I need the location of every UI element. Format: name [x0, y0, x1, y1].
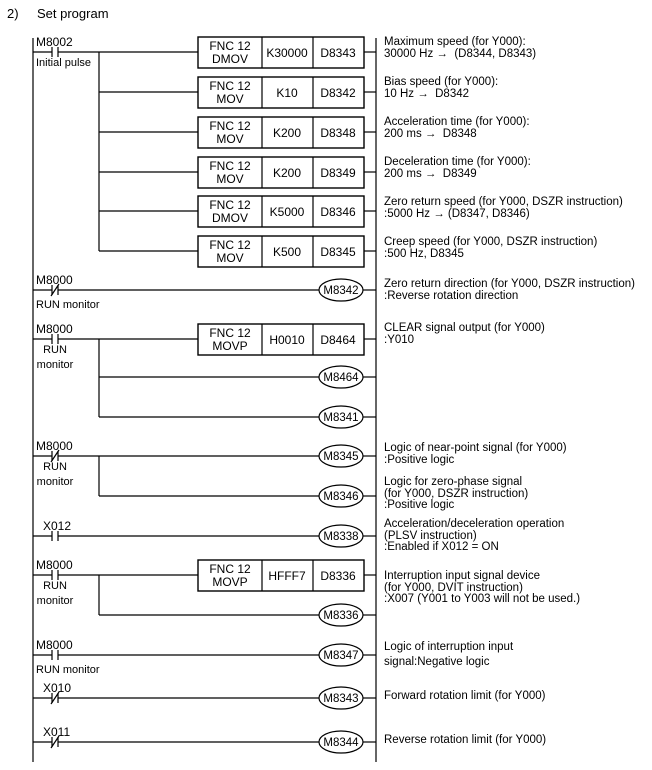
- destination-operand: D8349: [320, 166, 356, 180]
- instruction-mnemonic: DMOV: [212, 52, 248, 66]
- coil-device-label: M8346: [323, 491, 358, 503]
- rung-description: Reverse rotation limit (for Y000): [384, 734, 547, 746]
- source-operand: K200: [273, 126, 301, 140]
- destination-operand: D8336: [320, 569, 356, 583]
- source-operand: K200: [273, 166, 301, 180]
- rung-description: Bias speed (for Y000): 10 Hz → D8342: [384, 76, 499, 100]
- coil-device-label: M8342: [323, 285, 358, 297]
- normally-closed-slash: [50, 735, 60, 749]
- destination-operand: D8464: [320, 333, 356, 347]
- instruction-mnemonic: MOV: [216, 172, 243, 186]
- destination-operand: D8343: [320, 46, 356, 60]
- rung-description: Creep speed (for Y000, DSZR instruction)…: [384, 236, 598, 260]
- rung-description: Forward rotation limit (for Y000): [384, 690, 546, 702]
- contact-device-label: M8000: [36, 273, 73, 287]
- destination-operand: D8342: [320, 86, 356, 100]
- contact-comment: RUN monitor: [36, 664, 100, 676]
- contact-device-label: X010: [43, 681, 71, 695]
- coil-device-label: M8336: [323, 610, 358, 622]
- rung-description: Maximum speed (for Y000): 30000 Hz → (D8…: [384, 36, 537, 60]
- destination-operand: D8345: [320, 245, 356, 259]
- contact-device-label: M8000: [36, 558, 73, 572]
- coil-device-label: M8345: [323, 451, 358, 463]
- instruction-mnemonic: DMOV: [212, 211, 248, 225]
- instruction-fnc: FNC 12: [209, 238, 251, 252]
- normally-closed-slash: [50, 449, 60, 463]
- contact-comment: RUN: [43, 461, 67, 473]
- contact-device-label: M8000: [36, 638, 73, 652]
- coil-device-label: M8338: [323, 531, 358, 543]
- contact-device-label: X011: [43, 725, 70, 739]
- rung-description: Zero return speed (for Y000, DSZR instru…: [384, 196, 623, 220]
- contact-device-label: M8002: [36, 35, 73, 49]
- normally-closed-slash: [50, 283, 60, 297]
- contact-comment: RUN: [43, 344, 67, 356]
- instruction-mnemonic: MOV: [216, 92, 243, 106]
- instruction-fnc: FNC 12: [209, 159, 251, 173]
- destination-operand: D8348: [320, 126, 356, 140]
- instruction-box: [197, 235, 365, 268]
- instruction-fnc: FNC 12: [209, 39, 251, 53]
- rung-description: Logic of near-point signal (for Y000) :P…: [384, 442, 567, 466]
- instruction-fnc: FNC 12: [209, 119, 251, 133]
- instruction-box: [197, 323, 365, 356]
- coil-device-label: M8343: [323, 693, 358, 705]
- contact-comment: monitor: [37, 476, 74, 488]
- rung-description: CLEAR signal output (for Y000) :Y010: [384, 322, 545, 346]
- rung-description: Logic of interruption input signal:Negat…: [384, 641, 514, 668]
- instruction-fnc: FNC 12: [209, 562, 251, 576]
- rung-description: Acceleration time (for Y000): 200 ms → D…: [384, 116, 530, 140]
- instruction-mnemonic: MOV: [216, 132, 243, 146]
- source-operand: K5000: [270, 205, 305, 219]
- coil-device-label: M8347: [323, 650, 358, 662]
- rung-description: Deceleration time (for Y000): 200 ms → D…: [384, 156, 531, 180]
- instruction-fnc: FNC 12: [209, 79, 251, 93]
- rung-description: Logic for zero-phase signal (for Y000, D…: [384, 476, 529, 511]
- source-operand: K10: [276, 86, 298, 100]
- contact-comment: RUN monitor: [36, 299, 100, 311]
- coil-device-label: M8341: [323, 412, 358, 424]
- section-heading: 2) Set program: [7, 6, 109, 21]
- source-operand: HFFF7: [268, 569, 306, 583]
- coil-device-label: M8464: [323, 372, 359, 384]
- instruction-mnemonic: MOVP: [212, 339, 247, 353]
- destination-operand: D8346: [320, 205, 356, 219]
- rung-description: Interruption input signal device (for Y0…: [384, 570, 581, 605]
- section-title: Set program: [37, 6, 109, 21]
- section-number: 2): [7, 6, 19, 21]
- rung-description: Zero return direction (for Y000, DSZR in…: [384, 278, 635, 302]
- contact-device-label: M8000: [36, 439, 73, 453]
- rung-description: Acceleration/deceleration operation (PLS…: [384, 518, 565, 553]
- contact-comment: RUN: [43, 580, 67, 592]
- contact-comment: monitor: [37, 359, 74, 371]
- contact-comment: monitor: [37, 595, 74, 607]
- instruction-fnc: FNC 12: [209, 326, 251, 340]
- instruction-box: [197, 156, 365, 189]
- contact-device-label: M8000: [36, 322, 73, 336]
- source-operand: H0010: [269, 333, 305, 347]
- normally-closed-slash: [50, 691, 60, 705]
- instruction-mnemonic: MOVP: [212, 575, 247, 589]
- source-operand: K30000: [266, 46, 308, 60]
- instruction-fnc: FNC 12: [209, 198, 251, 212]
- contact-device-label: X012: [43, 519, 71, 533]
- instruction-mnemonic: MOV: [216, 251, 243, 265]
- source-operand: K500: [273, 245, 301, 259]
- contact-comment: Initial pulse: [36, 57, 91, 69]
- coil-device-label: M8344: [323, 737, 359, 749]
